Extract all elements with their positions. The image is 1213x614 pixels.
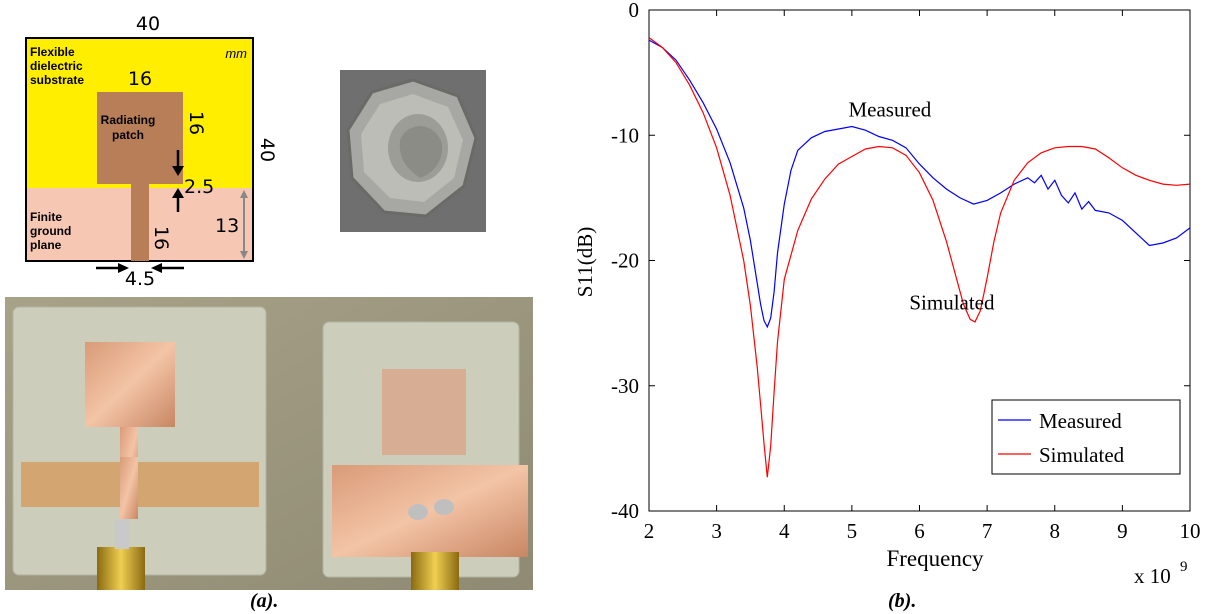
x-multiplier-label: x 10 [1134,564,1171,588]
x-tick-label: 2 [644,519,655,543]
y-axis-label: S11(dB) [573,227,597,297]
feed-line [131,184,149,261]
x-tick-label: 4 [779,519,790,543]
patch-height-label: 16 [185,111,207,135]
x-tick-label: 3 [711,519,722,543]
ground-height-arrow [240,190,248,259]
annotation-simulated: Simulated [909,290,995,314]
x-tick-label: 8 [1050,519,1061,543]
unit-label: mm [225,46,247,61]
feed-width-label: 4.5 [125,268,155,290]
y-tick-label: -40 [611,499,639,523]
substrate-label-line2: dielectric [30,59,83,73]
gap-arrow-bottom [172,188,184,212]
x-tick-label: 10 [1180,519,1201,543]
series-line-measured [648,39,1191,329]
ground-label-line1: Finite [30,210,62,224]
antenna-dimension-diagram: 40 mm Flexible dielectric substrate 16 R… [25,13,278,290]
legend-label-measured: Measured [1039,409,1122,433]
feed-length-label: 16 [150,226,172,250]
substrate-width-label: 40 [136,13,160,35]
patch-label-line2: patch [112,128,144,142]
ground-label-line3: plane [30,238,62,252]
patch-width-label: 16 [128,68,152,90]
x-tick-label: 7 [982,519,993,543]
substrate-label-line3: substrate [30,73,84,87]
series-line-simulated [648,37,1191,478]
patch-label-line1: Radiating [101,113,156,127]
substrate-label-line1: Flexible [30,45,75,59]
annotation-measured: Measured [848,97,931,121]
y-tick-label: -20 [611,249,639,273]
ground-label-line2: ground [30,224,71,238]
x-tick-label: 5 [847,519,858,543]
gap-label: 2.5 [184,176,214,198]
y-tick-label: -30 [611,374,639,398]
y-tick-label: 0 [629,0,640,22]
x-axis-label: Frequency [886,546,984,571]
x-tick-label: 9 [1117,519,1128,543]
legend-box [991,399,1181,475]
coin-photo [340,70,486,232]
ground-height-label: 13 [215,215,239,237]
legend: Measured Simulated [991,399,1181,475]
y-tick-label: -10 [611,123,639,147]
x-multiplier-exponent: 9 [1180,559,1188,575]
caption-a: (a). [250,590,279,612]
feed-width-arrow-right [151,263,184,273]
radiating-patch [97,92,183,184]
antenna-photo [5,297,533,590]
feed-width-arrow-left [96,263,129,273]
caption-b: (b). [888,590,917,612]
x-tick-label: 6 [914,519,925,543]
gap-arrow-top [172,150,184,176]
substrate-height-label: 40 [256,138,278,162]
legend-label-simulated: Simulated [1039,443,1125,467]
s11-chart: 2 3 4 5 6 7 8 9 10 0 -10 -20 -30 -40 S11(dB) Frequenc… [573,0,1201,588]
